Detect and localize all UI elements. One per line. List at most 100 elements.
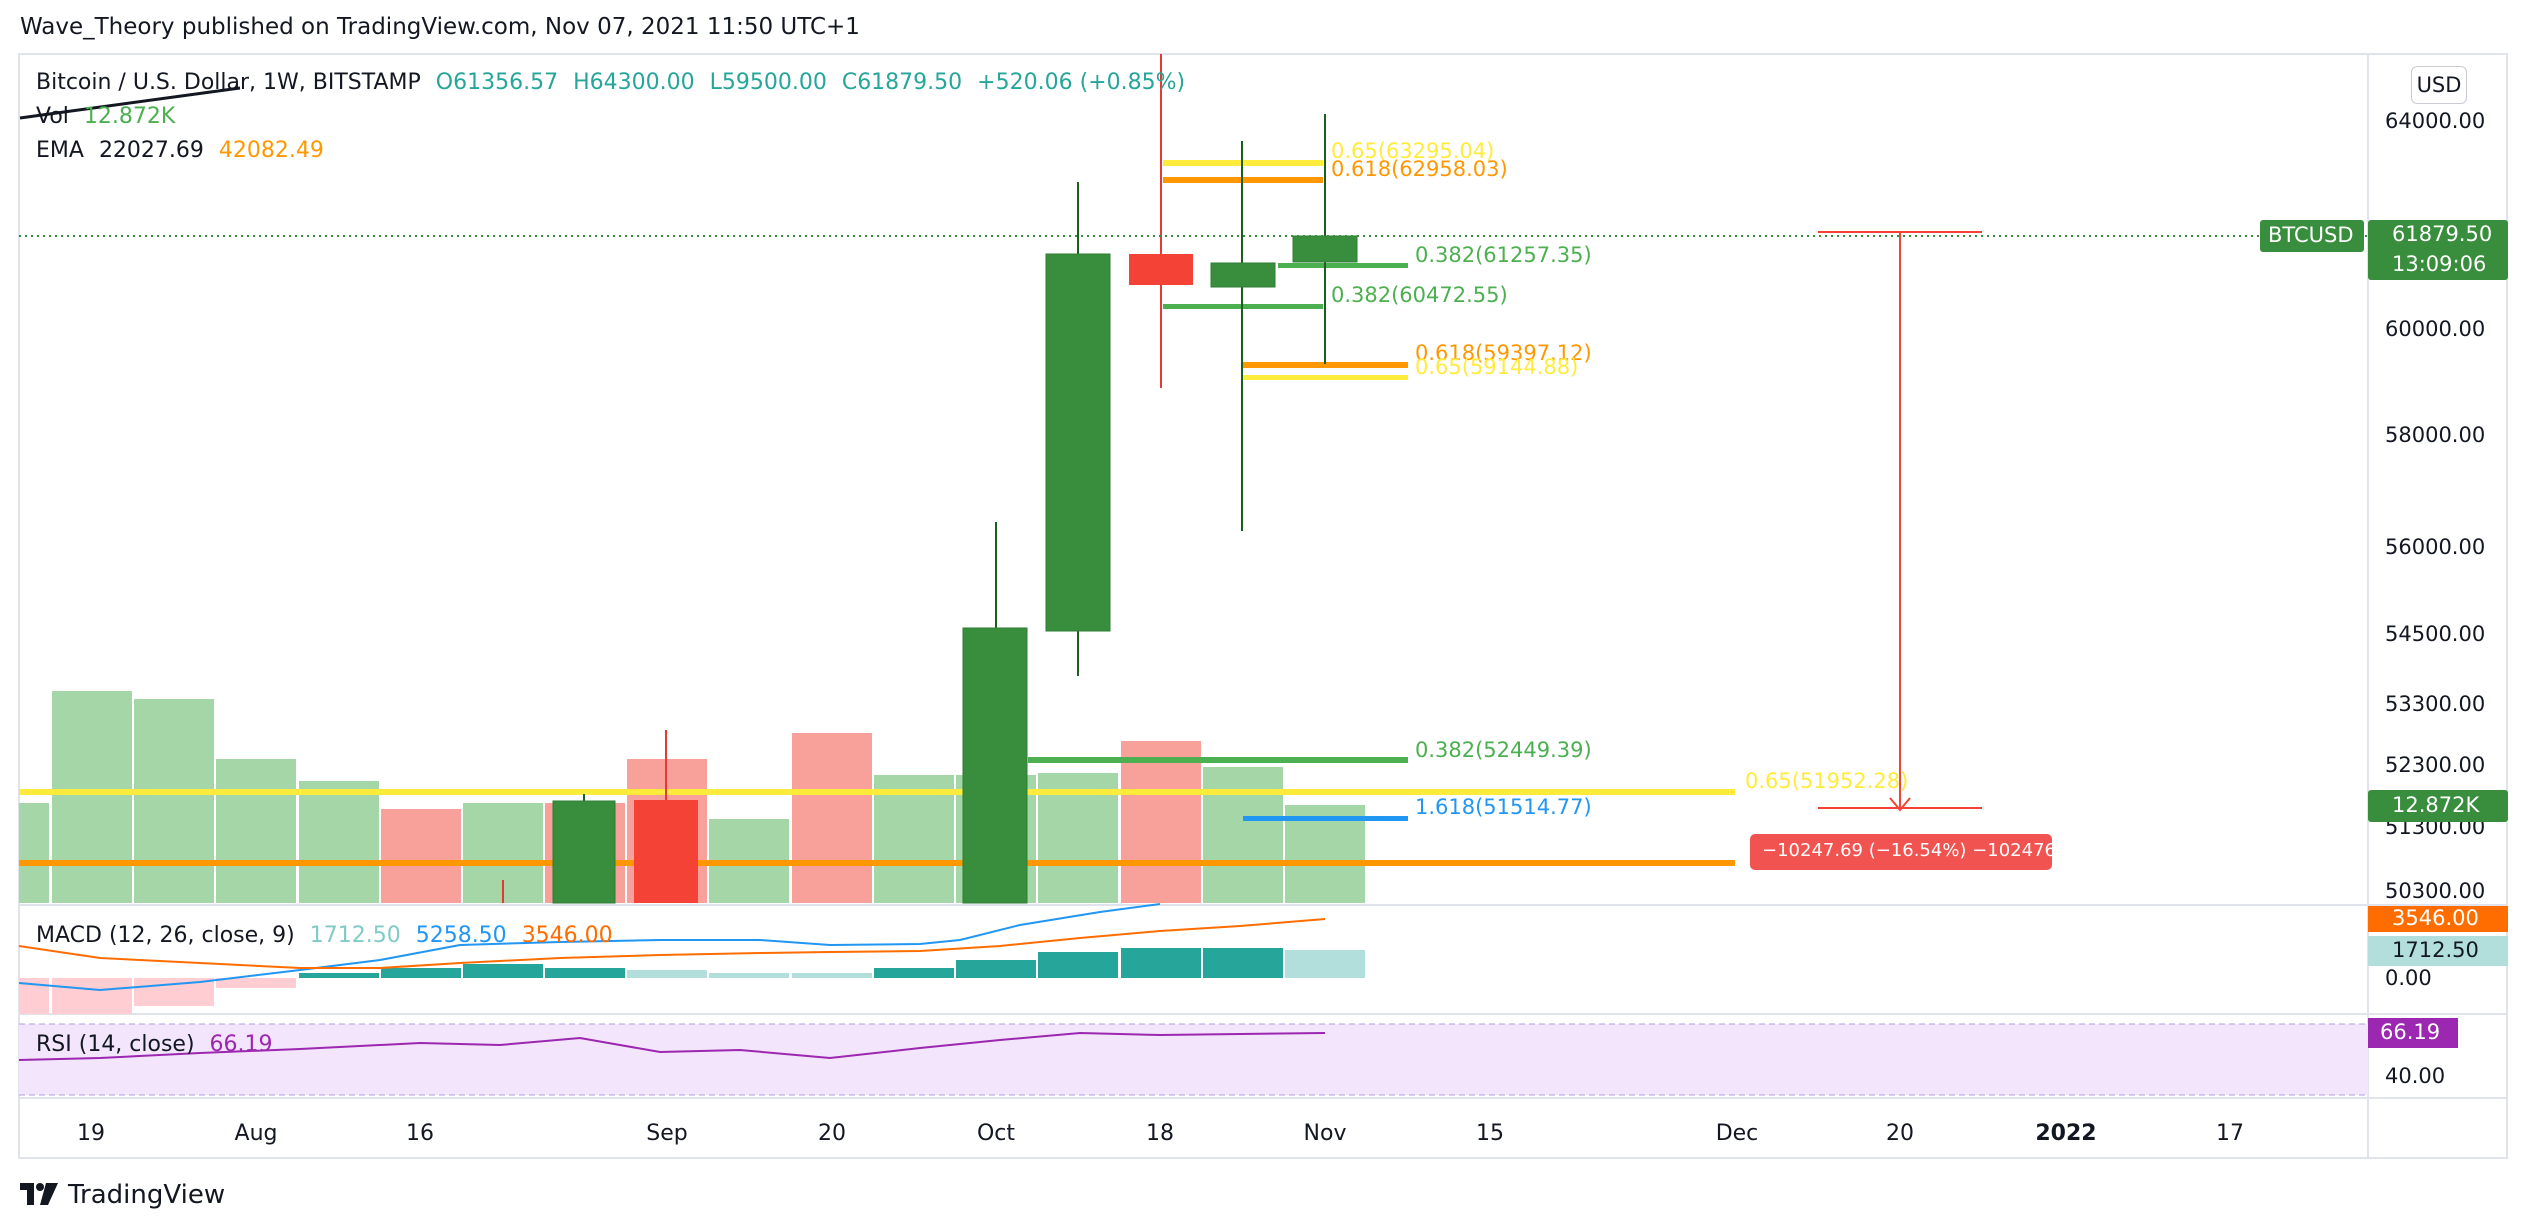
time-tick-label: 17 [2216,1121,2244,1146]
symbol-label[interactable]: Bitcoin / U.S. Dollar, 1W, BITSTAMP [36,70,421,95]
fib-label: 0.65(59144.88) [1415,355,1578,379]
tradingview-logo[interactable]: TradingView [20,1180,225,1210]
rsi-value: 66.19 [209,1032,273,1057]
volume-bar [134,699,214,903]
time-tick-label: Nov [1304,1121,1347,1146]
macd-hist-bar [1038,952,1118,978]
time-tick-label: 20 [818,1121,846,1146]
time-tick-label: Oct [977,1121,1015,1146]
chart-frame [18,53,2508,1159]
macd-hist-bar [216,978,296,988]
btcusd-tag-symbol: BTCUSD [2268,223,2354,247]
ema-label[interactable]: EMA [36,138,84,163]
time-tick-label: 15 [1476,1121,1504,1146]
volume-bar [52,691,132,903]
volume-tag [2368,790,2508,822]
fib-label: 1.618(51514.77) [1415,795,1592,819]
candles [502,54,1358,904]
candle-body [962,627,1028,904]
time-tick-label: Dec [1716,1121,1759,1146]
btcusd-tag-price: 61879.50 [2392,222,2493,246]
fib-label: 0.382(60472.55) [1331,283,1508,307]
time-tick-label: 16 [406,1121,434,1146]
price-tick-label: 54500.00 [2385,622,2485,646]
fib-label: 0.618(62958.03) [1331,157,1508,181]
tradingview-logo-text: TradingView [68,1180,226,1210]
macd-axis-zero: 0.00 [2385,966,2432,990]
published-header: Wave_Theory published on TradingView.com… [20,14,860,40]
ohlc-legend: Bitcoin / U.S. Dollar, 1W, BITSTAMP O613… [36,70,1193,95]
price-tick-label: 60000.00 [2385,317,2485,341]
price-tick-label: 58000.00 [2385,423,2485,447]
time-tick-label: 18 [1146,1121,1174,1146]
candle-body [1292,235,1358,263]
fib-label: 0.382(61257.35) [1415,243,1592,267]
candle-body [1210,262,1276,288]
time-axis: 19 Aug 16 Sep 20 Oct 18 Nov 15 Dec 20 2022 17 [77,1121,2244,1146]
macd-label[interactable]: MACD (12, 26, close, 9) [36,923,295,948]
macd-hist-bar [52,978,132,1014]
ema-legend: EMA 22027.69 42082.49 [36,138,332,163]
candle-body [1129,254,1193,285]
fib-line-0618-mid [1243,362,1408,368]
volume-bars [19,691,1365,903]
open-value: O61356.57 [435,70,559,95]
fib-line-0382-low [1028,757,1408,763]
volume-bar [216,759,296,903]
candle-body [634,800,698,903]
volume-legend: Vol 12.872K [36,104,183,129]
fib-label: 0.618(59397.12) [1415,341,1592,365]
macd-signal-tag [2368,906,2508,932]
time-tick-label: 20 [1886,1121,1914,1146]
price-tick-label: 52300.00 [2385,753,2485,777]
fib-line-orange-bottom [19,860,1735,866]
volume-bar [792,733,872,903]
candle-body [552,800,616,904]
rsi-legend: RSI (14, close) 66.19 [36,1032,273,1057]
price-tick-label: 56000.00 [2385,535,2485,559]
tradingview-logo-icon [20,1183,58,1205]
candle-body [1045,253,1111,632]
rsi-tag [2368,1018,2458,1048]
close-value: C61879.50 [841,70,963,95]
macd-hist-tag [2368,936,2508,966]
time-tick-label: Sep [646,1121,687,1146]
price-tick-label: 53300.00 [2385,692,2485,716]
ema-value-2: 42082.49 [218,138,324,163]
volume-bar [381,809,461,903]
fib-line-1618 [1243,816,1408,821]
fib-line-065-mid [1243,375,1408,380]
macd-hist-bar [1203,948,1283,978]
fib-line-065-low [19,789,1735,795]
measure-tool [1750,231,2052,870]
btcusd-tag-countdown: 13:09:06 [2392,252,2487,276]
rsi-label[interactable]: RSI (14, close) [36,1032,195,1057]
signal-line [18,918,1326,969]
price-tick-label: 50300.00 [2385,879,2485,903]
volume-value: 12.872K [83,104,176,129]
currency-button[interactable]: USD [2411,66,2467,104]
rsi-tag-text: 66.19 [2380,1020,2441,1044]
rsi-band [19,1024,2368,1095]
macd-macd-value: 5258.50 [415,923,507,948]
time-tick-label: 19 [77,1121,105,1146]
volume-label[interactable]: Vol [36,104,69,129]
time-tick-label: 2022 [2035,1121,2096,1146]
measure-label-box [1750,834,2052,870]
fib-labels: 0.65(63295.04)0.618(62958.03) 0.382(61257… [1331,139,1908,819]
macd-line [18,903,1161,992]
macd-hist-bar [874,968,954,978]
fib-label: 0.65(51952.28) [1745,769,1908,793]
fib-line-0382-a [1278,263,1408,268]
macd-hist-bar [463,964,543,978]
macd-hist-tag-text: 1712.50 [2392,938,2479,962]
change-value: +520.06 (+0.85%) [977,70,1186,95]
macd-hist-bar [709,973,789,978]
volume-bar [874,775,954,903]
volume-bar [1203,767,1283,903]
macd-histogram [19,948,1365,1014]
volume-bar [1285,805,1365,903]
measure-label: −10247.69 (−16.54%) −1024769 [1762,840,2068,861]
high-value: H64300.00 [573,70,695,95]
